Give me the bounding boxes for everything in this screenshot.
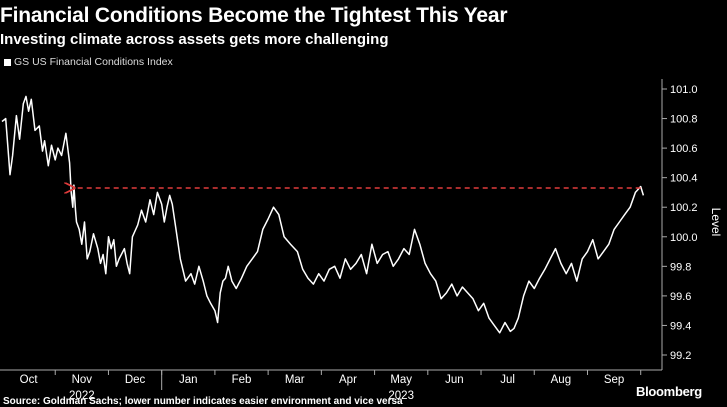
y-tick-label: 99.4 bbox=[670, 320, 691, 332]
source-note: Source: Goldman Sachs; lower number indi… bbox=[3, 396, 403, 407]
x-tick-label: Mar bbox=[285, 374, 305, 386]
x-tick-label: Oct bbox=[20, 374, 39, 386]
y-tick-label: 99.2 bbox=[670, 350, 691, 362]
legend-label: GS US Financial Conditions Index bbox=[14, 56, 173, 68]
y-tick-label: 100.8 bbox=[670, 114, 698, 126]
y-tick-label: 100.0 bbox=[670, 232, 698, 244]
x-tick-label: Jun bbox=[445, 374, 464, 386]
x-tick-label: Feb bbox=[232, 374, 252, 386]
year-label: 2023 bbox=[388, 390, 414, 402]
y-tick-label: 101.0 bbox=[670, 84, 698, 96]
y-tick-label: 100.4 bbox=[670, 173, 698, 185]
x-tick-label: Nov bbox=[72, 374, 93, 386]
legend-swatch bbox=[4, 58, 11, 66]
bloomberg-logo: Bloomberg bbox=[636, 384, 702, 399]
x-tick-label: Jan bbox=[179, 374, 198, 386]
series-line bbox=[1, 95, 645, 334]
x-tick-label: May bbox=[390, 374, 412, 386]
y-tick-label: 100.2 bbox=[670, 202, 698, 214]
y-tick-label: 99.8 bbox=[670, 261, 691, 273]
x-tick-label: Apr bbox=[339, 374, 357, 386]
x-tick-label: Aug bbox=[551, 374, 571, 386]
x-tick-label: Dec bbox=[125, 374, 146, 386]
y-tick-label: 99.6 bbox=[670, 291, 691, 303]
legend: GS US Financial Conditions Index bbox=[4, 56, 173, 68]
x-tick-label: Sep bbox=[604, 374, 624, 386]
x-tick-label: Jul bbox=[500, 374, 515, 386]
y-axis-title: Level bbox=[709, 208, 723, 237]
y-tick-label: 100.6 bbox=[670, 143, 698, 155]
year-label: 2022 bbox=[69, 390, 95, 402]
chart-subtitle: Investing climate across assets gets mor… bbox=[0, 31, 389, 48]
chart-title: Financial Conditions Become the Tightest… bbox=[0, 4, 508, 27]
